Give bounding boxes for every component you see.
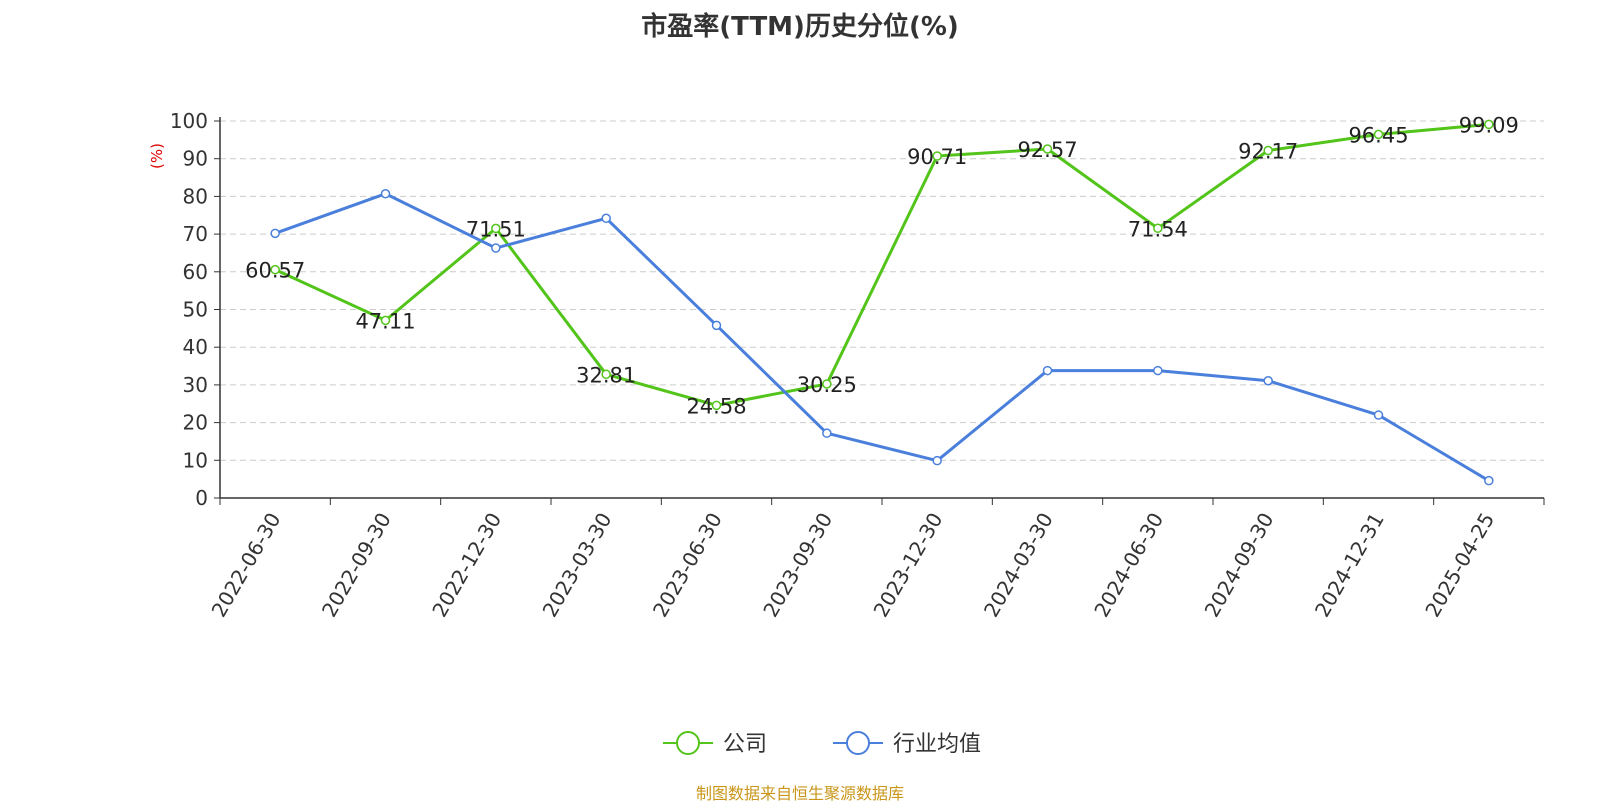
data-point (822, 379, 832, 389)
x-tick-label: 2024-09-30 (1200, 509, 1279, 622)
data-point (711, 320, 722, 331)
x-tick-label: 2022-09-30 (317, 509, 396, 622)
legend-marker (676, 731, 700, 755)
source-note: 制图数据来自恒生聚源数据库 (695, 784, 904, 803)
x-tick-label: 2023-06-30 (648, 509, 727, 622)
data-point (1484, 119, 1494, 130)
x-tick-label: 2023-09-30 (758, 509, 837, 622)
data-label: 30.25 (797, 373, 857, 397)
x-tick-label: 2023-03-30 (538, 509, 617, 622)
legend-label: 行业均值 (893, 732, 981, 757)
x-tick-label: 2022-12-30 (427, 509, 506, 622)
data-point (491, 223, 501, 234)
y-axis-label: (%) (148, 143, 166, 169)
legend-marker (846, 731, 870, 755)
data-point (711, 400, 722, 411)
y-tick-label: 20 (183, 411, 208, 435)
y-tick-label: 80 (183, 184, 208, 208)
data-point (1153, 223, 1163, 234)
data-point (1263, 376, 1273, 386)
y-tick-label: 50 (183, 298, 208, 322)
data-point (822, 428, 832, 438)
data-point (1373, 129, 1384, 140)
y-tick-label: 100 (170, 109, 208, 133)
data-label: 92.57 (1017, 138, 1077, 162)
data-point (1042, 144, 1053, 154)
data-point (1373, 410, 1384, 420)
y-tick-label: 30 (183, 373, 208, 397)
y-tick-label: 90 (183, 147, 208, 171)
data-label: 60.57 (245, 259, 305, 283)
data-label: 71.54 (1128, 217, 1188, 241)
data-label: 24.58 (686, 394, 746, 418)
data-point (270, 264, 280, 275)
data-point (932, 455, 942, 466)
y-tick-label: 70 (183, 222, 208, 246)
data-label: 92.17 (1238, 140, 1298, 164)
data-point (270, 228, 280, 239)
data-point (601, 213, 611, 224)
x-tick-label: 2023-12-30 (869, 509, 948, 622)
y-tick-label: 10 (183, 448, 208, 472)
data-label: 47.11 (355, 309, 415, 333)
y-tick-label: 40 (183, 335, 208, 359)
chart-title: 市盈率(TTM)历史分位(%) (641, 12, 959, 42)
data-point (1153, 365, 1163, 376)
data-point (1484, 475, 1494, 486)
x-tick-label: 2025-04-25 (1420, 509, 1499, 622)
x-tick-label: 2024-03-30 (979, 509, 1058, 622)
data-point (932, 151, 942, 161)
series-line-company (274, 122, 1489, 407)
data-point (380, 315, 391, 326)
data-point (1042, 365, 1053, 376)
data-label: 96.45 (1348, 123, 1408, 147)
data-label: 99.09 (1459, 113, 1519, 137)
y-tick-label: 60 (183, 260, 208, 284)
data-point (601, 369, 611, 380)
y-tick-label: 0 (195, 486, 208, 510)
x-tick-label: 2022-06-30 (207, 509, 286, 622)
x-tick-label: 2024-06-30 (1089, 509, 1168, 622)
x-tick-label: 2024-12-31 (1310, 509, 1389, 622)
data-point (491, 243, 501, 253)
data-point (380, 189, 391, 199)
data-point (1263, 145, 1273, 156)
series-line-industry-average (274, 192, 1490, 482)
data-label: 32.81 (576, 363, 636, 387)
data-label: 90.71 (907, 145, 967, 169)
legend-label: 公司 (723, 732, 767, 757)
